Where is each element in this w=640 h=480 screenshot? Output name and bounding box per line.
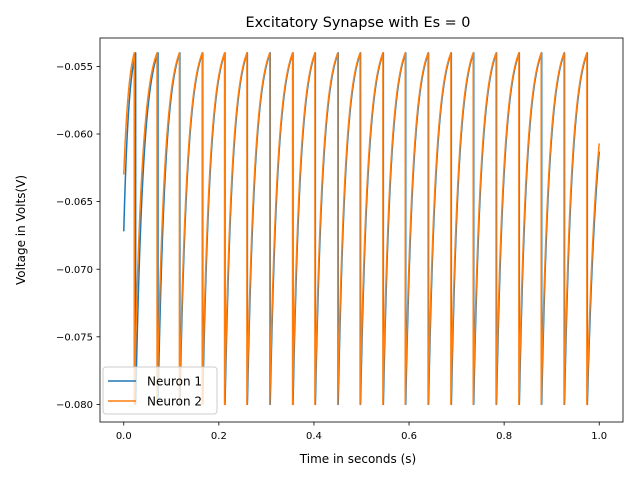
legend-label-neuron-1: Neuron 1 [147,375,202,389]
y-tick-label: −0.065 [56,197,93,208]
x-axis: 0.0 0.2 0.4 0.6 0.8 1.0 [116,422,607,442]
x-tick-label: 0.0 [116,431,132,442]
legend-box [102,366,218,415]
y-axis-label: Voltage in Volts(V) [14,175,28,285]
plot-frame [99,37,624,423]
y-tick-label: −0.080 [56,400,93,411]
legend-label-neuron-2: Neuron 2 [147,395,202,409]
y-tick-label: −0.070 [56,265,93,276]
x-tick-label: 0.6 [401,431,417,442]
x-tick-label: 0.8 [496,431,512,442]
series-layer [123,52,600,406]
x-axis-label: Time in seconds (s) [299,452,416,466]
y-tick-label: −0.075 [56,332,93,343]
legend: Neuron 1 Neuron 2 [102,366,218,415]
chart-title: Excitatory Synapse with Es = 0 [246,15,471,31]
y-tick-label: −0.055 [56,62,93,73]
y-tick-label: −0.060 [56,130,93,141]
series-line-neuron-2 [123,52,600,406]
x-tick-label: 0.2 [211,431,227,442]
x-tick-label: 0.4 [306,431,322,442]
x-tick-label: 1.0 [591,431,607,442]
y-axis: −0.080 −0.075 −0.070 −0.065 −0.060 −0.055 [56,62,100,411]
